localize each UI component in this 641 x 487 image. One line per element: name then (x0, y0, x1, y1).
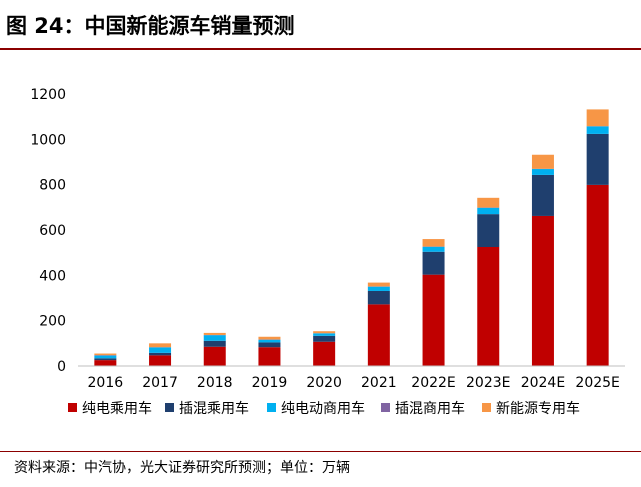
bar-2024E-series-1 (531, 215, 554, 366)
bar-2016-series-1 (94, 360, 117, 366)
bar-2017-series-1 (149, 355, 172, 366)
bar-2021-series-3 (367, 286, 390, 291)
bar-2022E-series-5 (422, 239, 445, 247)
y-tick-label: 0 (57, 359, 66, 375)
bar-2025E-series-1 (586, 184, 609, 366)
bar-2023E-series-1 (477, 247, 500, 366)
legend-swatch-1 (68, 403, 77, 412)
bar-2019-series-2 (258, 342, 281, 348)
y-tick-label: 1000 (30, 132, 66, 148)
bar-2018-series-2 (203, 340, 226, 347)
y-tick-label: 600 (39, 223, 66, 239)
bar-2019-series-3 (258, 339, 281, 343)
legend-label-1: 纯电乘用车 (82, 400, 152, 417)
bar-2017-series-3 (149, 347, 172, 353)
y-tick-label: 400 (39, 268, 66, 284)
legend-label-4: 插混商用车 (395, 400, 465, 417)
x-tick-label: 2025E (575, 375, 619, 391)
y-tick-label: 800 (39, 178, 66, 194)
legend-swatch-4 (381, 403, 390, 412)
title-divider (0, 48, 641, 50)
bar-2021-series-1 (367, 304, 390, 366)
bar-2021-series-2 (367, 290, 390, 305)
bar-2019-series-5 (258, 336, 281, 340)
legend-label-2: 插混乘用车 (179, 400, 249, 417)
bar-2025E-series-5 (586, 109, 609, 127)
x-tick-label: 2020 (306, 375, 342, 391)
bar-2023E-series-5 (477, 197, 500, 208)
x-tick-label: 2021 (361, 375, 397, 391)
bar-2025E-series-2 (586, 133, 609, 185)
bar-2016-series-5 (94, 353, 117, 356)
bar-2024E-series-3 (531, 169, 554, 175)
bar-2020-series-2 (313, 335, 336, 342)
y-tick-label: 200 (39, 314, 66, 330)
y-tick-label: 1200 (30, 87, 66, 103)
bar-2024E-series-2 (531, 174, 554, 216)
x-tick-label: 2017 (142, 375, 178, 391)
bar-2016-series-3 (94, 355, 117, 359)
bar-2020-series-1 (313, 341, 336, 366)
legend-swatch-5 (482, 403, 491, 412)
bar-2023E-series-3 (477, 207, 500, 215)
bar-2021-series-5 (367, 282, 390, 287)
bar-2018-series-3 (203, 335, 226, 341)
bar-2025E-series-3 (586, 126, 609, 134)
bar-2023E-series-2 (477, 214, 500, 247)
x-tick-label: 2019 (252, 375, 288, 391)
bar-2020-series-3 (313, 333, 336, 336)
bar-2017-series-5 (149, 343, 172, 348)
x-tick-label: 2018 (197, 375, 233, 391)
x-tick-label: 2016 (88, 375, 124, 391)
source-note: 资料来源：中汽协，光大证券研究所预测；单位：万辆 (14, 460, 350, 476)
figure-title: 图 24：中国新能源车销量预测 (6, 14, 295, 38)
bar-2022E-series-1 (422, 274, 445, 366)
legend-swatch-3 (267, 403, 276, 412)
legend-label-3: 纯电动商用车 (281, 400, 365, 417)
bar-2020-series-5 (313, 331, 336, 334)
source-divider (0, 451, 641, 452)
bar-2022E-series-3 (422, 246, 445, 252)
bar-2019-series-1 (258, 347, 281, 366)
x-tick-label: 2024E (521, 375, 565, 391)
bar-2022E-series-2 (422, 251, 445, 275)
bar-2018-series-5 (203, 332, 226, 335)
x-tick-label: 2022E (411, 375, 455, 391)
legend-label-5: 新能源专用车 (496, 400, 580, 417)
bar-2018-series-1 (203, 346, 226, 366)
bar-2016-series-2 (94, 358, 117, 361)
x-tick-label: 2023E (466, 375, 510, 391)
bar-2024E-series-5 (531, 154, 554, 169)
legend-swatch-2 (165, 403, 174, 412)
bar-2017-series-2 (149, 352, 172, 356)
